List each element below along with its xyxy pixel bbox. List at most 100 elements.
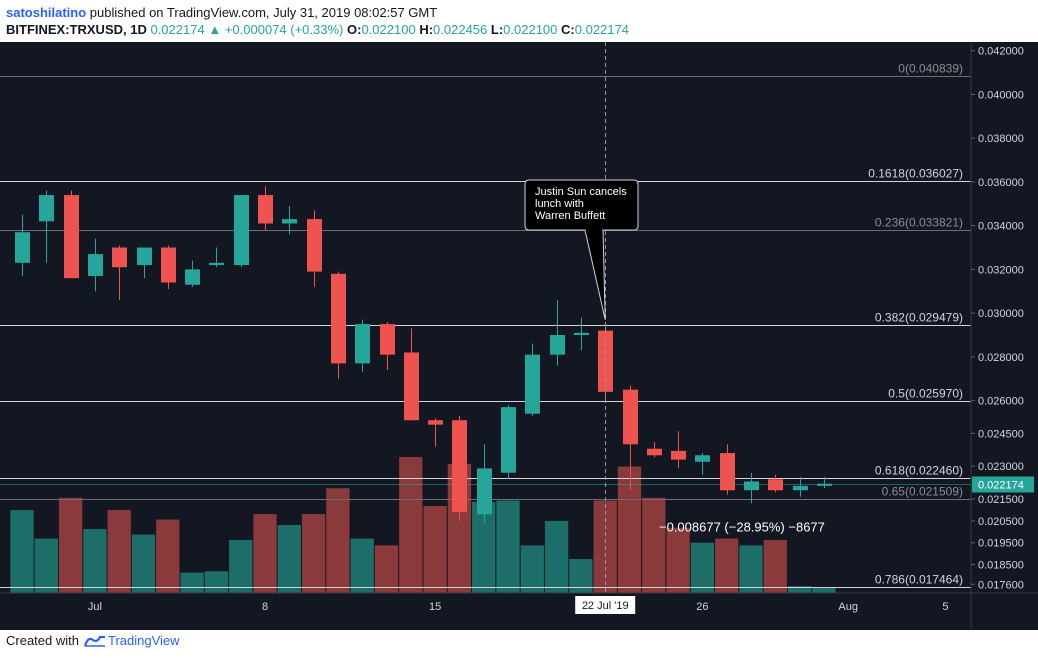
volume-bar xyxy=(472,501,496,593)
fib-level-label: 0.5(0.025970) xyxy=(888,387,963,401)
candle-down xyxy=(428,420,443,425)
high-value: 0.022456 xyxy=(433,22,488,37)
volume-bar xyxy=(812,587,836,593)
candle-up xyxy=(525,354,540,414)
candle-up xyxy=(477,468,492,515)
candle-down xyxy=(380,324,395,355)
open-value: 0.022100 xyxy=(361,22,416,37)
price-tick-label: 0.040000 xyxy=(978,89,1024,101)
candle-up xyxy=(39,195,54,222)
price-tick-label: 0.038000 xyxy=(978,133,1024,145)
candle-down xyxy=(404,352,419,421)
candle-down xyxy=(671,450,686,460)
author-link[interactable]: satoshilatino xyxy=(6,5,87,20)
crosshair-date-badge xyxy=(575,596,636,614)
fib-level-label: 0.786(0.017464) xyxy=(875,573,963,587)
candle-down xyxy=(307,219,322,272)
publish-text: published on TradingView.com, July 31, 2… xyxy=(86,5,438,20)
low-value: 0.022100 xyxy=(503,22,558,37)
volume-bar xyxy=(277,525,301,593)
crosshair-date-label: 22 Jul '19 xyxy=(582,600,629,612)
fib-level-label: 0.1618(0.036027) xyxy=(868,167,963,181)
fib-level-label: 0.618(0.022460) xyxy=(875,464,963,478)
volume-bar xyxy=(739,545,763,593)
volume-bar xyxy=(569,559,593,593)
volume-bar xyxy=(10,510,34,593)
candle-up xyxy=(695,455,710,462)
candle-up xyxy=(550,334,565,355)
candle-up xyxy=(282,219,297,224)
price-range-measure: −0.008677 (−28.95%) −8677 xyxy=(659,519,825,534)
price-tick-label: 0.042000 xyxy=(978,46,1024,58)
volume-bar xyxy=(666,527,690,593)
fibonacci-retracement[interactable]: 0(0.040839) 0.1618(0.036027) 0.236(0.03382… xyxy=(0,62,971,588)
low-label: L: xyxy=(490,22,504,37)
fib-level-label: 0.65(0.021509) xyxy=(882,485,963,499)
volume-bar xyxy=(423,505,447,593)
price-tick-label: 0.024500 xyxy=(978,428,1024,440)
ohlc-legend: BITFINEX:TRXUSD, 1D 0.022174 ▲ +0.000074… xyxy=(6,22,629,37)
volume-bar xyxy=(715,538,739,593)
chart-footer: Created with TradingView xyxy=(0,630,1038,658)
high-label: H: xyxy=(419,22,434,37)
tradingview-brand-link[interactable]: TradingView xyxy=(107,633,180,648)
volume-bar xyxy=(34,538,58,593)
callout-bubble xyxy=(524,179,639,320)
candle-up xyxy=(209,262,224,266)
up-arrow-icon: ▲ xyxy=(208,22,222,37)
callout-text: Warren Buffett xyxy=(535,210,605,222)
candle-up xyxy=(744,481,759,491)
volume-bar xyxy=(107,510,131,593)
close-value: 0.022174 xyxy=(574,22,629,37)
fib-level-label: 0(0.040839) xyxy=(898,62,963,76)
volume-bar xyxy=(520,545,544,593)
open-label: O: xyxy=(347,22,362,37)
volume-bar xyxy=(204,571,229,593)
price-tick-label: 0.030000 xyxy=(978,308,1024,320)
time-axis[interactable]: Jul 8 15 22 Jul '19 26 Aug 5 xyxy=(88,596,949,614)
price-tick-label: 0.019500 xyxy=(978,538,1024,550)
price-tick-label: 0.018500 xyxy=(978,560,1024,572)
close-label: C: xyxy=(561,22,575,37)
current-price-badge xyxy=(972,476,1034,493)
candle-down xyxy=(623,389,638,445)
candle-up xyxy=(88,254,103,276)
candle-down xyxy=(331,273,346,364)
symbol-label[interactable]: BITFINEX:TRXUSD, 1D xyxy=(6,22,147,37)
price-tick-label: 0.017600 xyxy=(978,579,1024,591)
volume-bar xyxy=(83,529,107,593)
time-tick-label: 26 xyxy=(696,601,708,613)
tradingview-logo-icon xyxy=(83,635,105,647)
volume-bar xyxy=(787,586,812,593)
candle-up xyxy=(355,324,370,364)
volume-bar xyxy=(229,539,253,593)
volume-bar xyxy=(544,520,569,593)
volume-bar xyxy=(617,466,642,593)
time-tick-label: Aug xyxy=(838,601,858,613)
volume-bar xyxy=(326,488,350,593)
callout-text: lunch with xyxy=(535,198,584,210)
publish-info: satoshilatino published on TradingView.c… xyxy=(6,5,437,20)
candlesticks xyxy=(15,186,832,524)
created-with-text: Created with xyxy=(6,633,79,648)
candle-down xyxy=(161,247,176,283)
price-tick-label: 0.032000 xyxy=(978,264,1024,276)
candle-down xyxy=(768,479,783,491)
fib-level-label: 0.382(0.029479) xyxy=(875,311,963,325)
candle-up xyxy=(15,232,30,263)
volume-bar xyxy=(763,539,787,593)
volume-bar xyxy=(350,538,374,593)
volume-bar xyxy=(642,497,666,593)
candle-down xyxy=(258,195,273,224)
time-tick-label: Jul xyxy=(88,601,102,613)
volume-bar xyxy=(301,514,326,593)
price-tick-label: 0.028000 xyxy=(978,352,1024,364)
volume-bar xyxy=(58,497,83,593)
volume-bar xyxy=(496,500,520,593)
price-chart[interactable]: 0(0.040839) 0.1618(0.036027) 0.236(0.03382… xyxy=(0,42,1038,630)
volume-bar xyxy=(374,545,399,593)
price-axis[interactable]: 0.042000 0.040000 0.038000 0.036000 0.034000… xyxy=(971,46,1034,592)
price-tick-label: 0.034000 xyxy=(978,221,1024,233)
